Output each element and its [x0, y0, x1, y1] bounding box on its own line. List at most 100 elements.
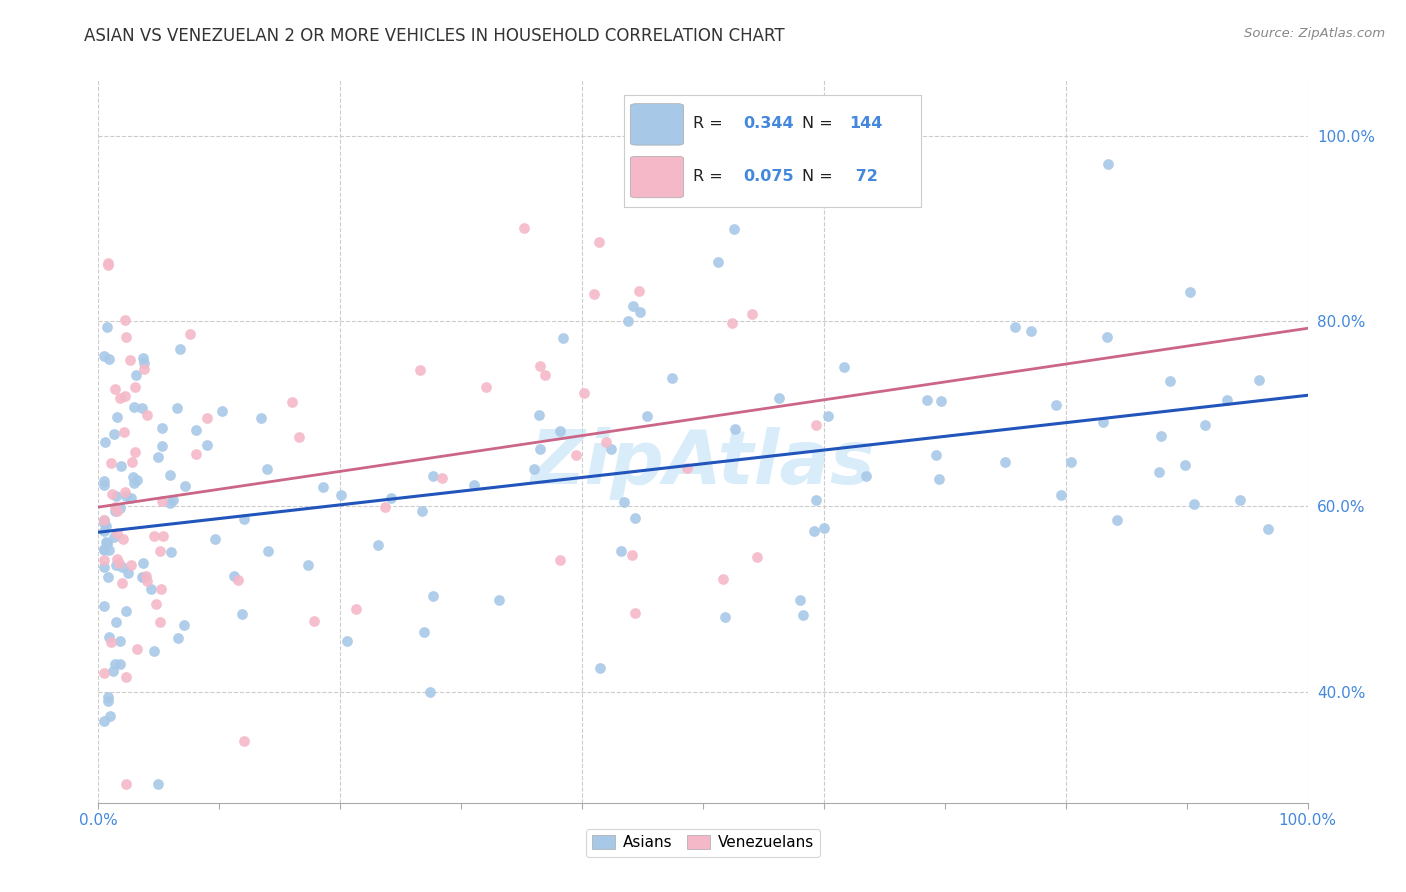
Point: [1257, 523, 1279, 537]
Point: [1095, 329, 1118, 343]
Point: [107, 409, 129, 424]
Point: [621, 299, 644, 313]
Point: [105, 552, 128, 566]
Point: [93, 513, 115, 527]
Point: [488, 593, 510, 607]
Point: [150, 494, 173, 508]
Point: [792, 607, 814, 622]
Point: [110, 657, 132, 672]
Point: [136, 408, 159, 422]
Point: [149, 544, 172, 558]
Point: [211, 404, 233, 418]
Point: [929, 394, 952, 409]
Point: [110, 458, 132, 473]
Point: [107, 557, 129, 571]
Point: [1174, 458, 1197, 473]
Point: [1004, 320, 1026, 334]
Point: [115, 329, 138, 343]
Point: [143, 529, 166, 543]
Point: [149, 615, 172, 629]
Point: [1194, 418, 1216, 433]
Point: [131, 351, 153, 365]
Point: [131, 570, 153, 584]
Point: [529, 442, 551, 456]
Point: [636, 409, 658, 423]
Point: [588, 235, 610, 249]
Point: [721, 316, 744, 330]
Point: [114, 670, 136, 684]
Point: [100, 456, 122, 470]
Point: [1097, 156, 1119, 170]
Point: [747, 549, 769, 564]
Point: [707, 255, 730, 269]
Point: [256, 462, 278, 476]
Point: [103, 426, 125, 441]
Point: [855, 469, 877, 483]
Point: [114, 313, 136, 327]
Point: [817, 409, 839, 423]
Point: [112, 425, 135, 440]
Point: [551, 331, 574, 345]
Point: [108, 634, 131, 648]
Point: [125, 368, 148, 383]
Point: [741, 307, 763, 321]
Point: [124, 380, 146, 394]
Point: [105, 558, 128, 573]
Point: [104, 500, 127, 515]
Point: [97, 256, 120, 270]
Point: [184, 423, 207, 437]
Point: [714, 610, 737, 624]
Point: [149, 582, 172, 596]
Point: [93, 435, 115, 450]
Point: [122, 400, 145, 414]
Point: [1107, 513, 1129, 527]
Point: [1019, 324, 1042, 338]
Point: [122, 470, 145, 484]
Point: [548, 553, 571, 567]
Point: [159, 496, 181, 510]
Point: [132, 557, 155, 571]
Point: [565, 449, 588, 463]
Point: [132, 570, 155, 584]
Point: [108, 391, 131, 405]
Point: [97, 690, 120, 704]
Point: [111, 575, 134, 590]
Point: [127, 642, 149, 657]
Point: [93, 542, 115, 557]
Point: [367, 538, 389, 552]
Point: [616, 314, 638, 328]
Point: [572, 386, 595, 401]
Point: [1150, 428, 1173, 442]
Point: [173, 618, 195, 632]
Point: [513, 221, 536, 235]
Point: [93, 475, 115, 489]
Point: [344, 602, 367, 616]
Point: [613, 495, 636, 509]
Point: [93, 552, 115, 566]
Point: [114, 388, 136, 402]
Point: [419, 684, 441, 698]
Point: [627, 284, 650, 298]
Text: ZipAtlas: ZipAtlas: [530, 426, 876, 500]
Point: [1050, 488, 1073, 502]
Point: [302, 614, 325, 628]
Point: [93, 349, 115, 363]
Point: [1060, 455, 1083, 469]
Point: [595, 435, 617, 450]
Point: [675, 460, 697, 475]
Point: [1247, 373, 1270, 387]
Point: [582, 286, 605, 301]
Point: [124, 444, 146, 458]
Point: [589, 660, 612, 674]
Point: [257, 543, 280, 558]
Point: [422, 589, 444, 603]
Point: [281, 395, 304, 409]
Point: [115, 777, 138, 791]
Point: [789, 593, 811, 607]
Point: [620, 548, 643, 562]
Point: [150, 421, 173, 435]
Point: [117, 566, 139, 580]
Point: [330, 487, 353, 501]
Point: [1180, 285, 1202, 299]
Point: [101, 487, 124, 501]
